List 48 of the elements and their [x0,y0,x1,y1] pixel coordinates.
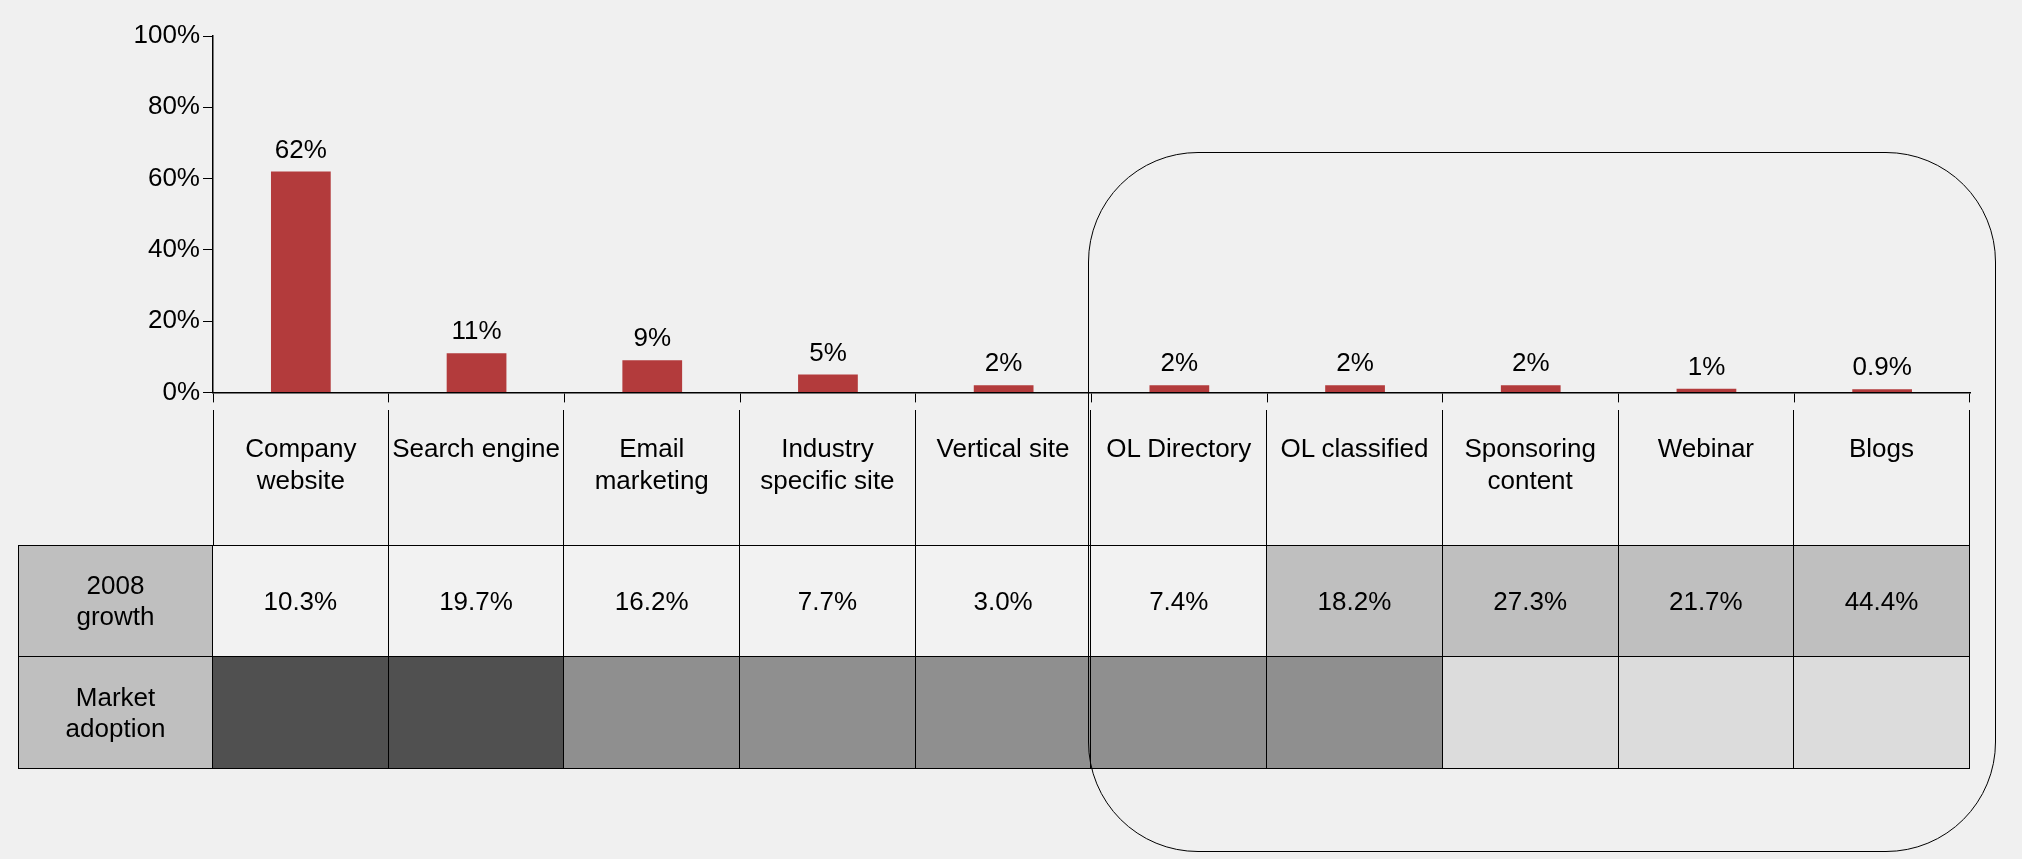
bar [1852,389,1913,392]
bar [798,374,858,392]
data-label: 44.4% [1794,545,1970,657]
bar [622,360,683,392]
bar [1325,385,1385,392]
x-tick-label: Webinar [1618,410,1795,545]
y-tick-label: 100% [133,19,200,50]
y-tick-label: 20% [147,304,200,335]
y-tick-label: Market adoption [18,657,213,769]
x-tick-label: OL classified [1267,410,1443,545]
data-label: 2% [984,347,1023,378]
data-label: 19.7% [388,545,565,657]
bar [1149,385,1210,392]
bar [270,171,331,392]
x-tick-label: Sponsoring content [1442,410,1619,545]
data-label: 10.3% [213,545,389,657]
data-label: 0.9% [1852,351,1912,382]
data-label: 7.7% [740,545,916,657]
data-label: 11% [451,315,502,346]
bar [446,353,507,392]
data-label: 2% [1336,347,1374,378]
y-tick-label: 40% [147,233,200,264]
x-tick-label: OL Directory [1091,410,1268,545]
x-tick-label: Vertical site [915,410,1092,545]
x-tick-label: Blogs [1794,410,1970,545]
y-tick-label: 80% [147,90,200,121]
data-label: 7.4% [1091,545,1268,657]
y-tick-label: 60% [147,161,200,192]
data-label: 18.2% [1267,545,1443,657]
data-label: 62% [274,133,327,164]
x-tick-label: Email marketing [564,410,741,545]
bar [1676,388,1737,392]
data-label: 2% [1160,347,1199,378]
data-label: 21.7% [1618,545,1795,657]
data-label: 3.0% [915,545,1092,657]
data-label: 1% [1687,351,1726,382]
x-tick-label: Industry specific site [740,410,916,545]
x-tick-label: Company website [213,410,389,545]
bar [973,385,1034,392]
x-tick-label: Search engine [388,410,565,545]
y-tick-label: 2008 growth [18,545,213,657]
data-label: 9% [633,322,672,353]
data-label: 16.2% [564,545,741,657]
data-label: 5% [809,336,847,367]
data-label: 27.3% [1442,545,1619,657]
y-tick-label: 0% [162,375,200,406]
bar [1500,385,1561,392]
data-label: 2% [1511,347,1550,378]
